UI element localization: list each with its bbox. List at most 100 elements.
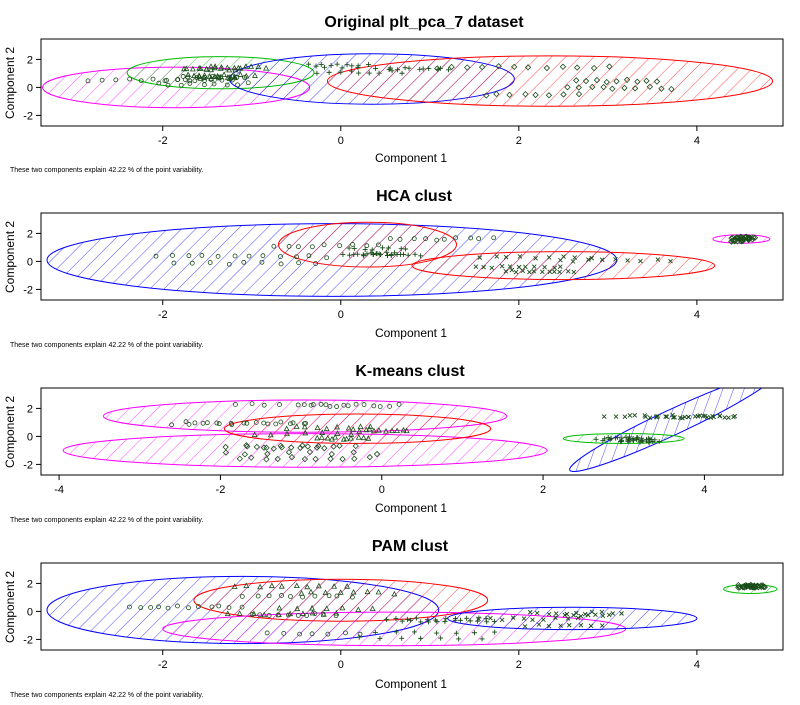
data-point [565,269,571,274]
data-point [375,427,382,433]
data-point [306,253,312,259]
data-point [253,443,260,451]
data-point [308,402,314,408]
data-point [492,629,498,635]
x-tick-label: 0 [338,659,344,671]
y-tick-label: 0 [27,431,33,443]
data-point [277,442,284,449]
data-point [408,617,414,623]
data-point [593,76,601,84]
data-point [321,445,328,452]
data-point [403,246,409,252]
data-point [729,237,737,244]
data-point [264,630,270,636]
data-point [323,425,330,432]
data-point [285,449,293,456]
data-point [622,414,628,419]
data-point [326,69,332,75]
data-point [196,65,203,71]
data-point [395,67,401,73]
data-point [384,617,390,623]
y-tick-label: -2 [23,284,33,296]
data-point [670,412,675,418]
data-point [224,82,230,88]
data-point [334,593,340,599]
data-point [127,604,132,610]
data-point [435,66,441,72]
data-point [405,616,411,622]
data-point [373,65,379,71]
data-point [516,264,522,270]
y-tick-label: 0 [27,606,33,618]
data-point [175,603,180,609]
data-point [312,593,318,599]
data-point [355,63,361,69]
data-point [437,65,443,71]
data-point [479,636,485,642]
panel-title: Original plt_pca_7 dataset [324,14,524,31]
data-point [494,254,500,259]
variability-note: These two components explain 42.22 % of … [10,167,203,174]
data-point [345,424,352,431]
data-point [488,615,493,621]
data-point [749,236,756,243]
data-point [314,70,320,76]
data-point [249,401,255,407]
data-point [356,634,362,640]
data-point [433,617,439,623]
data-point [355,606,362,613]
data-point [253,420,259,425]
data-point [216,421,222,427]
data-point [506,91,513,99]
x-axis-label: Component 1 [375,151,447,165]
data-point [658,85,665,92]
data-point [682,414,688,420]
data-point [241,451,249,458]
data-point [499,617,505,623]
data-point [575,84,582,91]
data-point [214,72,221,79]
data-point [296,260,302,266]
data-point [306,61,312,67]
data-point [255,63,262,70]
data-point [377,404,383,409]
data-point [304,443,311,450]
x-tick-label: -2 [216,484,226,496]
data-point [279,593,284,598]
data-point [578,622,584,628]
data-point [509,267,515,273]
data-point [246,253,252,259]
data-point [448,63,455,71]
data-point [541,617,546,623]
data-point [244,420,250,426]
data-point [371,403,377,409]
data-point [364,251,370,257]
data-point [236,455,243,462]
data-point [251,72,258,78]
y-tick-label: -2 [23,459,33,471]
data-point [337,243,343,249]
data-point [298,590,305,596]
data-point [547,269,553,275]
data-point [344,583,351,589]
data-point [196,604,201,609]
data-point [631,85,639,92]
data-point [278,254,283,259]
data-point [613,78,620,85]
data-point [521,616,527,621]
data-point [192,420,198,426]
data-point [363,426,370,433]
data-point [632,413,638,418]
y-axis-label: Component 2 [3,47,17,119]
data-point [350,426,357,432]
data-point [278,261,284,267]
data-point [222,449,230,456]
data-point [522,624,528,629]
data-point [546,255,552,260]
data-point [740,235,747,242]
variability-note: These two components explain 42.22 % of … [10,342,203,349]
data-point [464,64,471,71]
panel-pam: PAM clust Component 1 Component 2 These … [3,538,784,699]
data-point [402,65,408,71]
data-point [318,62,324,68]
